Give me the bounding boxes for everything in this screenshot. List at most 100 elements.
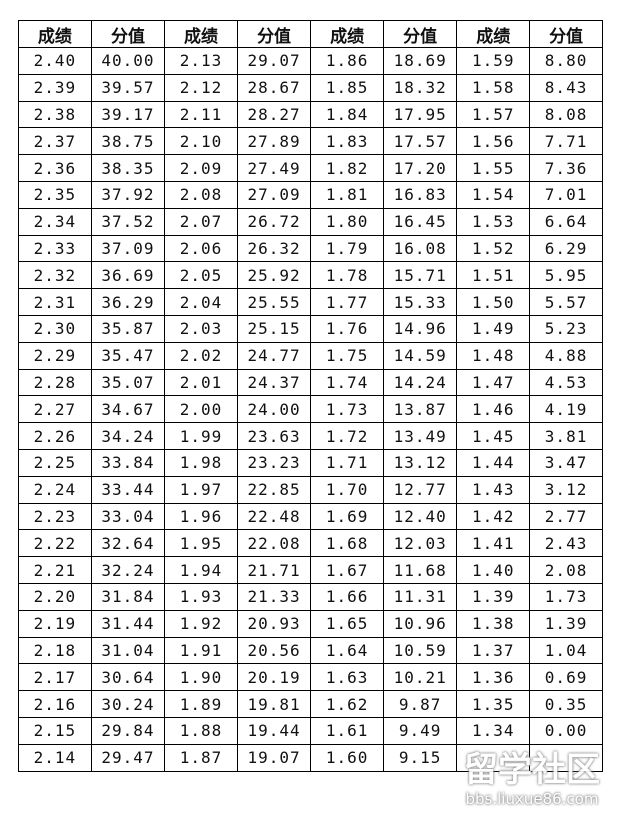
value-cell: 36.69 <box>90 261 166 290</box>
value-cell: 39.57 <box>90 73 166 102</box>
score-cell: 1.53 <box>456 207 531 236</box>
value-cell: 31.84 <box>90 582 166 611</box>
score-cell: 1.95 <box>164 529 238 558</box>
value-cell: 14.59 <box>383 341 458 370</box>
value-cell: 7.01 <box>529 180 603 209</box>
value-cell: 24.37 <box>236 368 312 397</box>
score-cell: 1.67 <box>310 556 385 584</box>
value-cell <box>529 743 603 772</box>
score-cell: 2.14 <box>18 743 92 772</box>
value-cell: 6.64 <box>529 207 603 236</box>
value-cell: 15.71 <box>383 261 458 290</box>
score-cell: 1.69 <box>310 502 385 531</box>
score-cell: 1.68 <box>310 529 385 558</box>
score-cell: 2.38 <box>18 100 92 129</box>
score-cell: 1.51 <box>456 261 531 290</box>
value-cell: 20.93 <box>236 609 312 638</box>
table-row: 2.29 35.47 2.02 24.77 1.75 14.59 1.48 4.88 <box>18 341 603 370</box>
table-row: 2.17 30.64 1.90 20.19 1.63 10.21 1.36 0.69 <box>18 663 603 692</box>
score-cell <box>456 743 531 772</box>
value-cell: 27.49 <box>236 154 312 182</box>
value-cell: 20.56 <box>236 636 312 665</box>
value-cell: 13.87 <box>383 395 458 424</box>
score-cell: 1.52 <box>456 234 531 263</box>
score-cell: 1.38 <box>456 609 531 638</box>
score-cell: 1.82 <box>310 154 385 182</box>
score-cell: 1.42 <box>456 502 531 531</box>
value-cell: 11.68 <box>383 556 458 584</box>
score-table: 成绩 分值 成绩 分值 成绩 分值 成绩 分值 2.40 40.00 2.13 29.07 1.86 1… <box>18 20 603 772</box>
value-cell: 20.19 <box>236 663 312 692</box>
table-row: 2.20 31.84 1.93 21.33 1.66 11.31 1.39 1.73 <box>18 582 603 611</box>
score-cell: 1.40 <box>456 556 531 584</box>
value-cell: 35.07 <box>90 368 166 397</box>
value-cell: 1.39 <box>529 609 603 638</box>
watermark-url: bbs.liuxue86.com <box>465 790 599 808</box>
value-cell: 0.35 <box>529 690 603 718</box>
value-cell: 2.77 <box>529 502 603 531</box>
value-cell: 7.36 <box>529 154 603 182</box>
value-cell: 4.88 <box>529 341 603 370</box>
table-row: 2.22 32.64 1.95 22.08 1.68 12.03 1.41 2.43 <box>18 529 603 558</box>
value-cell: 37.52 <box>90 207 166 236</box>
score-cell: 2.12 <box>164 73 238 102</box>
value-cell: 12.77 <box>383 475 458 504</box>
value-cell: 10.59 <box>383 636 458 665</box>
value-cell: 8.08 <box>529 100 603 129</box>
score-cell: 1.87 <box>164 743 238 772</box>
table-row: 2.31 36.29 2.04 25.55 1.77 15.33 1.50 5.57 <box>18 288 603 316</box>
score-cell: 1.92 <box>164 609 238 638</box>
value-cell: 24.00 <box>236 395 312 424</box>
table-row: 2.39 39.57 2.12 28.67 1.85 18.32 1.58 8.43 <box>18 73 603 102</box>
value-cell: 8.43 <box>529 73 603 102</box>
value-cell: 33.04 <box>90 502 166 531</box>
score-cell: 2.26 <box>18 422 92 450</box>
score-cell: 2.01 <box>164 368 238 397</box>
score-cell: 1.99 <box>164 422 238 450</box>
score-cell: 2.15 <box>18 716 92 745</box>
score-cell: 1.48 <box>456 341 531 370</box>
value-cell: 34.24 <box>90 422 166 450</box>
score-cell: 1.60 <box>310 743 385 772</box>
score-cell: 2.33 <box>18 234 92 263</box>
score-cell: 1.41 <box>456 529 531 558</box>
score-cell: 1.96 <box>164 502 238 531</box>
value-cell: 0.00 <box>529 716 603 745</box>
score-cell: 2.06 <box>164 234 238 263</box>
score-cell: 1.88 <box>164 716 238 745</box>
value-cell: 18.32 <box>383 73 458 102</box>
value-cell: 28.27 <box>236 100 312 129</box>
score-cell: 1.80 <box>310 207 385 236</box>
score-cell: 1.58 <box>456 73 531 102</box>
score-cell: 1.49 <box>456 314 531 343</box>
score-cell: 1.85 <box>310 73 385 102</box>
table-row: 2.23 33.04 1.96 22.48 1.69 12.40 1.42 2.77 <box>18 502 603 531</box>
value-cell: 33.84 <box>90 448 166 477</box>
score-cell: 2.36 <box>18 154 92 182</box>
score-cell: 1.71 <box>310 448 385 477</box>
score-cell: 1.37 <box>456 636 531 665</box>
value-cell: 1.04 <box>529 636 603 665</box>
score-cell: 1.47 <box>456 368 531 397</box>
score-cell: 1.35 <box>456 690 531 718</box>
value-cell: 12.03 <box>383 529 458 558</box>
score-cell: 1.73 <box>310 395 385 424</box>
value-cell: 32.64 <box>90 529 166 558</box>
value-cell: 6.29 <box>529 234 603 263</box>
table-row: 2.37 38.75 2.10 27.89 1.83 17.57 1.56 7.71 <box>18 127 603 156</box>
header-value: 分值 <box>90 20 166 48</box>
score-cell: 1.89 <box>164 690 238 718</box>
score-cell: 2.27 <box>18 395 92 424</box>
value-cell: 5.23 <box>529 314 603 343</box>
value-cell: 18.69 <box>383 47 458 75</box>
score-cell: 2.37 <box>18 127 92 156</box>
value-cell: 10.21 <box>383 663 458 692</box>
value-cell: 22.48 <box>236 502 312 531</box>
score-cell: 2.40 <box>18 47 92 75</box>
table-row: 2.26 34.24 1.99 23.63 1.72 13.49 1.45 3.81 <box>18 422 603 450</box>
value-cell: 21.33 <box>236 582 312 611</box>
score-cell: 2.13 <box>164 47 238 75</box>
value-cell: 7.71 <box>529 127 603 156</box>
score-cell: 2.24 <box>18 475 92 504</box>
score-cell: 1.72 <box>310 422 385 450</box>
